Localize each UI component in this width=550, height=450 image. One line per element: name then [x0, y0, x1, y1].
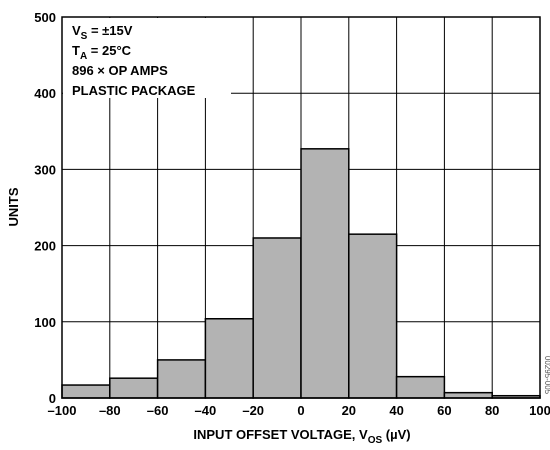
y-axis-label: UNITS — [6, 187, 21, 226]
x-tick-label-8: 60 — [437, 403, 451, 418]
figure-id: 00295-005 — [543, 356, 550, 395]
x-tick-label-5: 0 — [297, 403, 304, 418]
x-tick-label-6: 20 — [342, 403, 356, 418]
x-tick-label-3: –40 — [195, 403, 217, 418]
histogram-bar-1 — [109, 377, 159, 399]
histogram-bar-8 — [443, 391, 493, 399]
x-tick-labels: –100 –80 –60 –40 –20 0 20 40 60 80 100 — [48, 403, 550, 418]
x-tick-label-0: –100 — [48, 403, 77, 418]
y-tick-label-4: 400 — [34, 86, 56, 101]
histogram-bars — [61, 148, 541, 399]
x-axis-label: INPUT OFFSET VOLTAGE, VOS (µV) — [193, 427, 410, 446]
x-tick-label-1: –80 — [99, 403, 121, 418]
histogram-bar-5 — [300, 148, 350, 399]
histogram-bar-3 — [204, 318, 254, 399]
x-tick-label-10: 100 — [529, 403, 550, 418]
histogram-bar-2 — [156, 359, 207, 399]
x-tick-label-2: –60 — [147, 403, 169, 418]
y-tick-labels: 0 100 200 300 400 500 — [34, 10, 56, 406]
plot-frame — [61, 16, 541, 399]
x-tick-label-4: –20 — [242, 403, 264, 418]
annotation-package: PLASTIC PACKAGE — [72, 83, 196, 98]
x-tick-label-7: 40 — [389, 403, 403, 418]
y-tick-label-5: 500 — [34, 10, 56, 25]
annotation-background — [63, 18, 231, 98]
histogram-bar-6 — [348, 233, 398, 399]
y-tick-label-1: 100 — [34, 315, 56, 330]
annotation-temperature: TA = 25°C — [72, 43, 132, 62]
annotation-sample-count: 896 × OP AMPS — [72, 63, 168, 78]
histogram-bar-4 — [252, 237, 302, 399]
y-tick-label-0: 0 — [49, 391, 56, 406]
x-tick-label-9: 80 — [485, 403, 499, 418]
histogram-bar-0 — [61, 384, 111, 399]
y-tick-label-2: 200 — [34, 239, 56, 254]
y-tick-label-3: 300 — [34, 162, 56, 177]
histogram-bar-7 — [395, 375, 446, 399]
annotation-supply-voltage: VS = ±15V — [72, 23, 133, 42]
